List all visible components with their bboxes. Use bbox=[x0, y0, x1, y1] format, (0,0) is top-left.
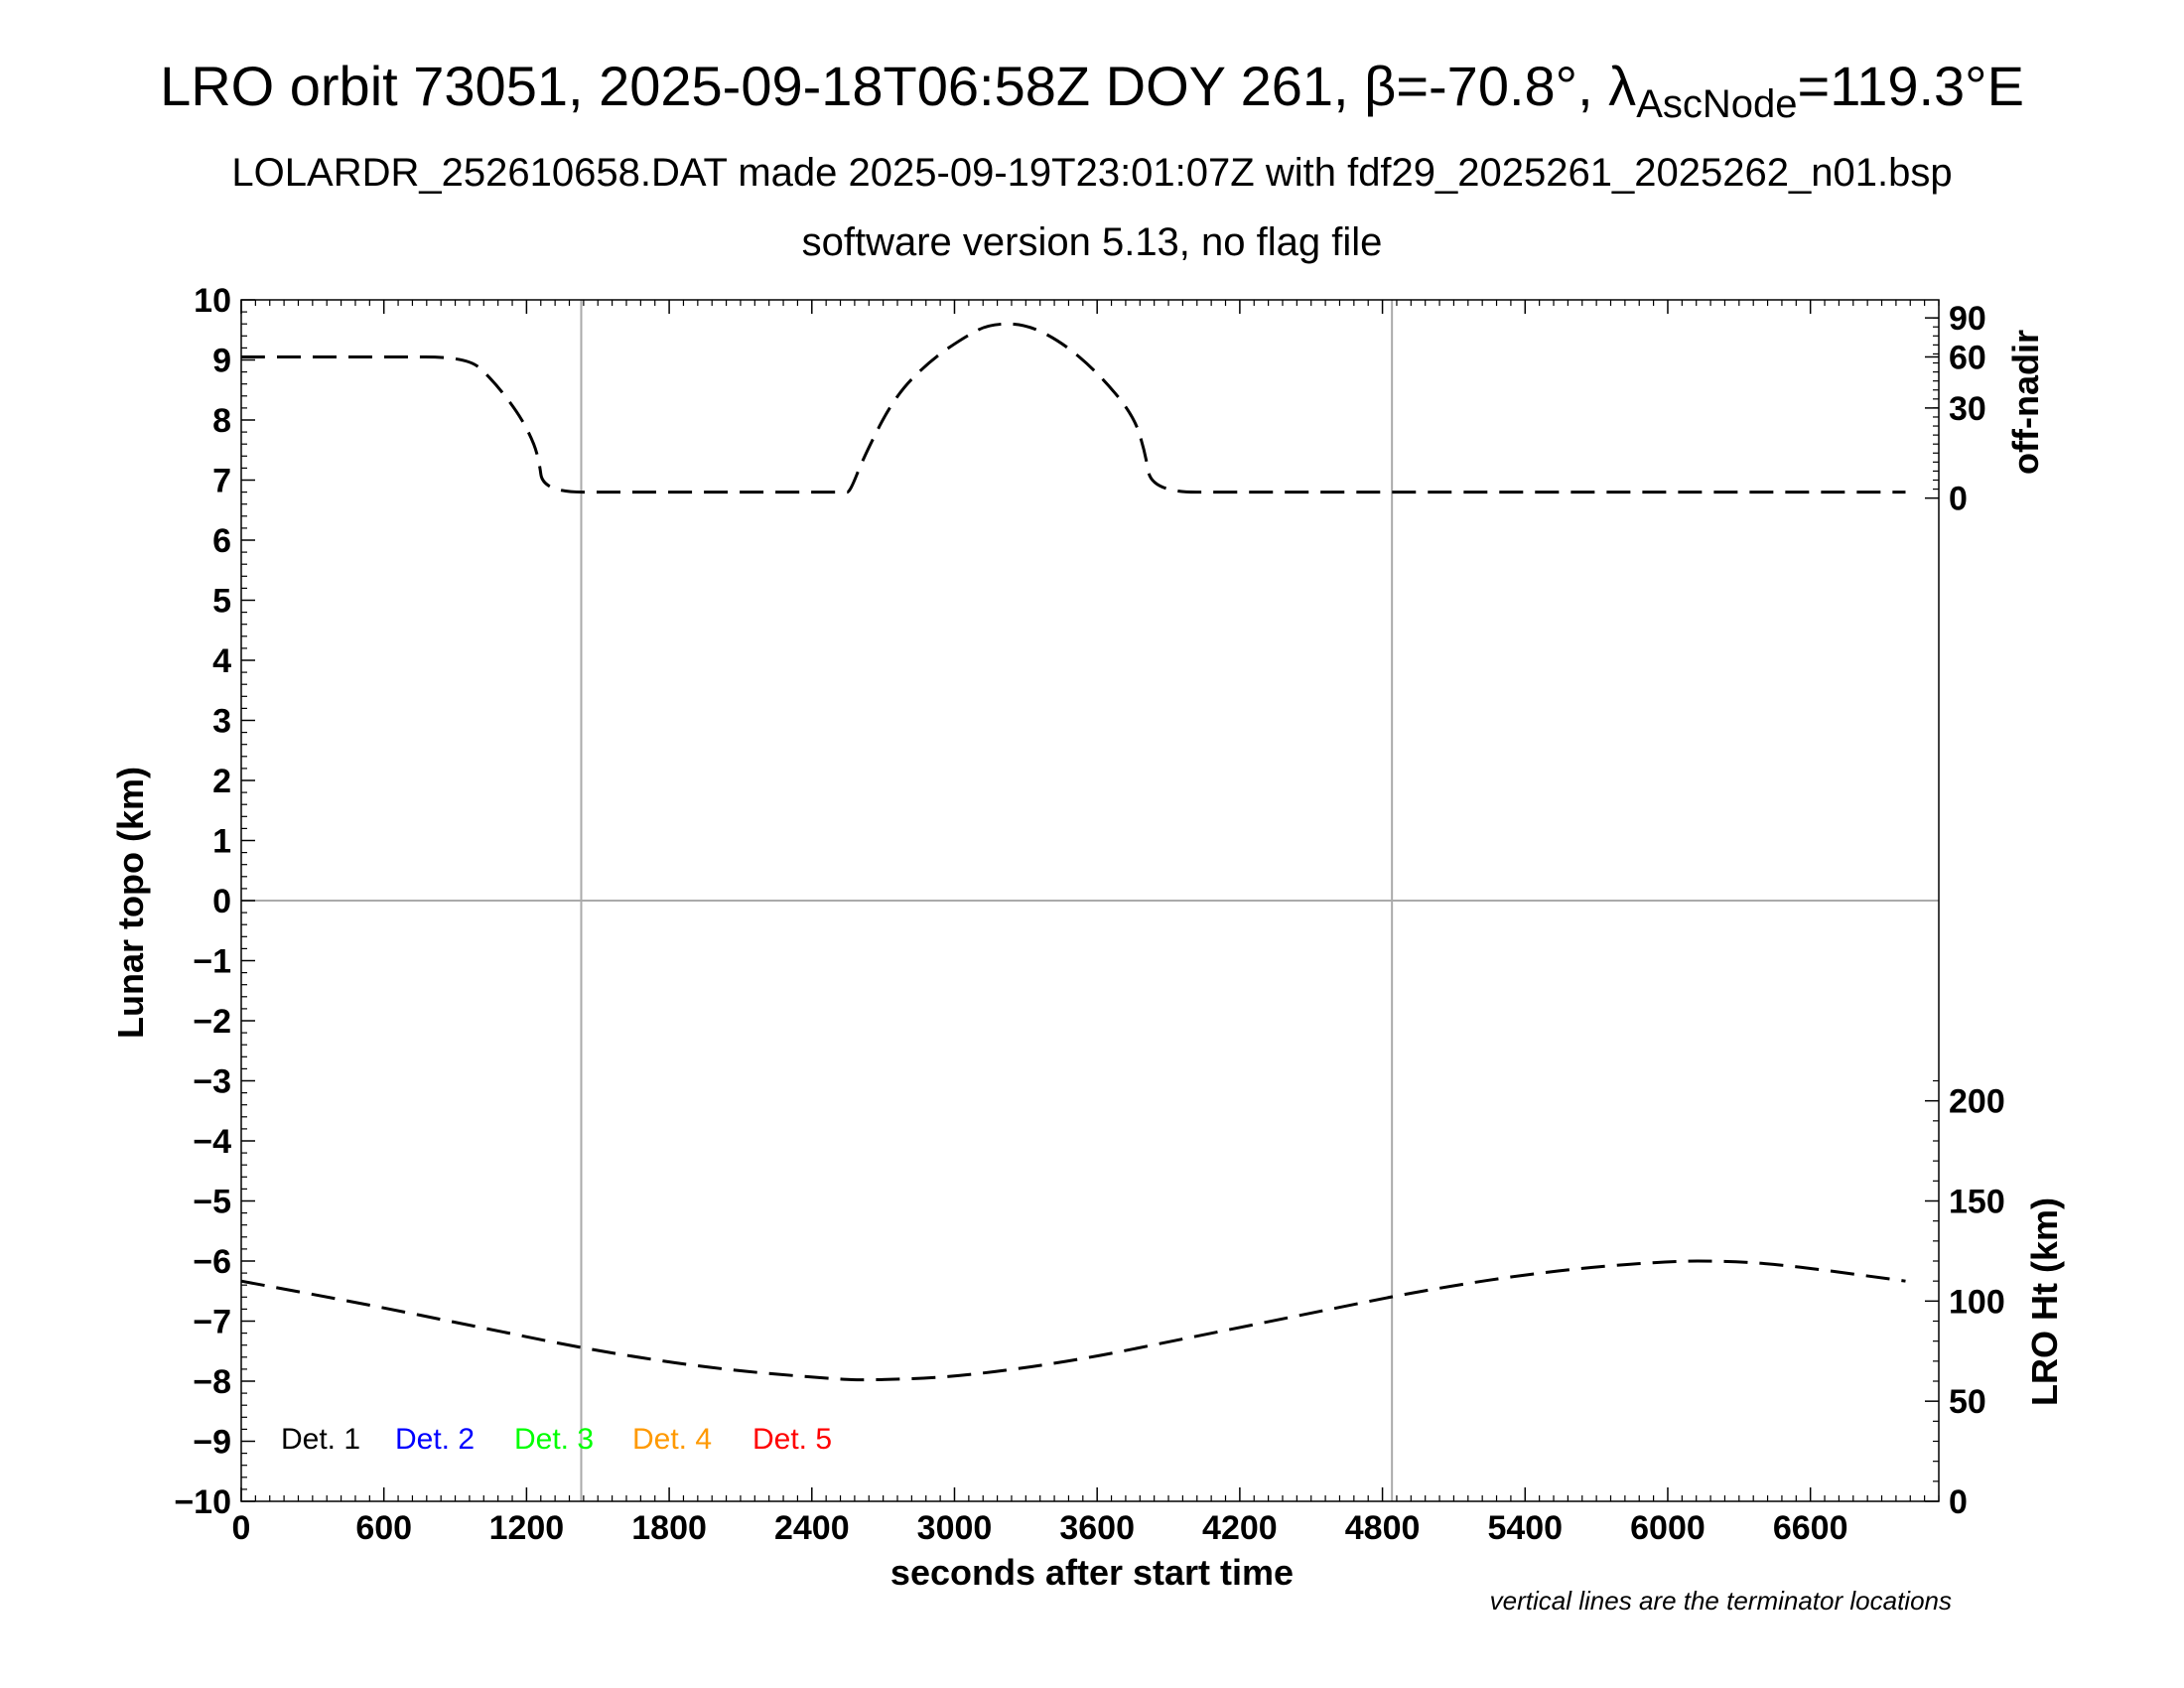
y-tick-label: −3 bbox=[193, 1063, 231, 1101]
y-tick-label: −10 bbox=[174, 1483, 231, 1521]
y-tick-label: −8 bbox=[193, 1363, 231, 1401]
y-tick-label: 6 bbox=[212, 522, 231, 560]
height-tick-label: 100 bbox=[1949, 1283, 2005, 1321]
x-tick-label: 3600 bbox=[1059, 1509, 1135, 1547]
y-axis-label: Lunar topo (km) bbox=[110, 767, 151, 1039]
plot-frame bbox=[240, 299, 1940, 1502]
x-tick-label: 6000 bbox=[1630, 1509, 1706, 1547]
height-tick-label: 50 bbox=[1949, 1383, 1986, 1421]
x-tick-label: 2400 bbox=[774, 1509, 850, 1547]
y-tick-label: 4 bbox=[212, 642, 231, 680]
off-nadir-line bbox=[240, 322, 1906, 494]
x-tick-label: 0 bbox=[232, 1509, 251, 1547]
y-tick-label: −1 bbox=[193, 943, 231, 981]
x-tick-label: 1800 bbox=[631, 1509, 707, 1547]
legend-item: Det. 4 bbox=[632, 1423, 712, 1456]
axis-ticks bbox=[240, 299, 1940, 1502]
y-tick-label: −5 bbox=[193, 1184, 231, 1221]
y-tick-label: −7 bbox=[193, 1304, 231, 1341]
y-tick-label: 8 bbox=[212, 402, 231, 440]
y-tick-label: 1 bbox=[212, 823, 231, 861]
chart-subtitle-software: software version 5.13, no flag file bbox=[802, 220, 1383, 264]
legend: Det. 1 Det. 2 Det. 3 Det. 4 Det. 5 bbox=[281, 1423, 832, 1456]
offnadir-tick-label: 90 bbox=[1949, 300, 1986, 338]
x-tick-label: 5400 bbox=[1487, 1509, 1563, 1547]
height-tick-label: 150 bbox=[1949, 1184, 2005, 1221]
x-tick-label: 4800 bbox=[1345, 1509, 1421, 1547]
offnadir-tick-label: 30 bbox=[1949, 390, 1986, 428]
x-tick-label: 4200 bbox=[1202, 1509, 1278, 1547]
legend-item: Det. 5 bbox=[752, 1423, 832, 1456]
lro-height-line bbox=[240, 1259, 1906, 1382]
y-tick-label: 5 bbox=[212, 583, 231, 621]
y-tick-label: −6 bbox=[193, 1243, 231, 1281]
x-tick-label: 600 bbox=[355, 1509, 412, 1547]
y-tick-label: 2 bbox=[212, 763, 231, 800]
y-tick-label: −4 bbox=[193, 1123, 231, 1161]
data-series bbox=[240, 322, 1906, 1382]
y-tick-label: 7 bbox=[212, 463, 231, 500]
offnadir-tick-label: 60 bbox=[1949, 339, 1986, 376]
x-tick-label: 1200 bbox=[489, 1509, 565, 1547]
footnote: vertical lines are the terminator locati… bbox=[1490, 1586, 1952, 1616]
y-tick-label: 0 bbox=[212, 883, 231, 920]
y-tick-label: −2 bbox=[193, 1003, 231, 1041]
y2-top-axis-label: off-nadir bbox=[2005, 330, 2046, 475]
y-tick-label: 9 bbox=[212, 343, 231, 380]
y2-bottom-axis-label: LRO Ht (km) bbox=[2024, 1197, 2065, 1406]
gridlines bbox=[241, 300, 1939, 1501]
x-tick-label: 3000 bbox=[917, 1509, 993, 1547]
height-tick-label: 200 bbox=[1949, 1083, 2005, 1121]
chart-title: LRO orbit 73051, 2025-09-18T06:58Z DOY 2… bbox=[160, 55, 2024, 126]
x-tick-label: 6600 bbox=[1773, 1509, 1848, 1547]
x-axis-label: seconds after start time bbox=[890, 1552, 1294, 1593]
height-tick-label: 0 bbox=[1949, 1483, 1968, 1521]
y-tick-label: −9 bbox=[193, 1424, 231, 1462]
y-tick-label: 10 bbox=[194, 282, 231, 320]
offnadir-tick-label: 0 bbox=[1949, 481, 1968, 518]
y-tick-label: 3 bbox=[212, 703, 231, 741]
legend-item: Det. 3 bbox=[514, 1423, 594, 1456]
legend-item: Det. 1 bbox=[281, 1423, 360, 1456]
chart-subtitle-file: LOLARDR_252610658.DAT made 2025-09-19T23… bbox=[231, 151, 1952, 195]
legend-item: Det. 2 bbox=[395, 1423, 475, 1456]
